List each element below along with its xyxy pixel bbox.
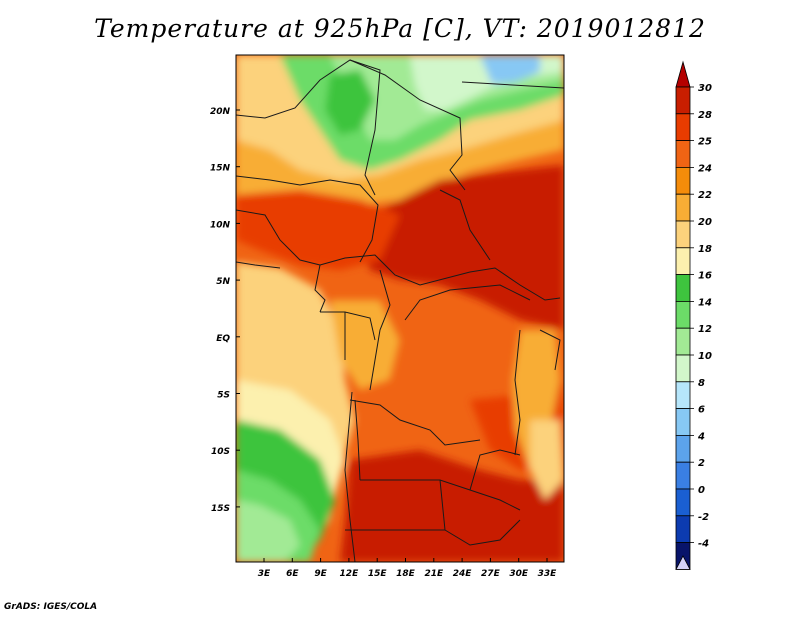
colorbar-swatch [675,113,691,142]
colorbar-label: 10 [698,351,712,362]
lon-label: 15E [368,569,388,579]
temperature-field [236,55,564,562]
longitude-axis: 3E 6E 9E 12E 15E 18E 21E 24E 27E 30E 33E [258,558,557,579]
colorbar-label: 14 [698,297,712,308]
lon-label: 21E [424,569,444,579]
map-title: Temperature at 925hPa [C], VT: 201901281… [94,14,706,43]
lon-label: 27E [481,569,501,579]
colorbar-swatch [675,488,691,517]
colorbar-swatch [675,193,691,222]
colorbar-label: 2 [698,458,705,469]
colorbar-swatch [675,515,691,543]
colorbar-label: 18 [698,244,712,255]
country-boundaries [236,59,564,562]
lon-label: 30E [509,569,529,579]
colorbar-under-arrow [675,555,691,570]
colorbar-swatch [675,408,691,436]
colorbar-label: 30 [698,83,712,94]
map-frame [235,54,565,563]
colorbar-swatch [675,434,691,463]
colorbar-label: -2 [698,512,709,523]
lon-label: 18E [396,569,416,579]
lat-label: 10N [210,220,231,230]
colorbar-label: 20 [698,217,712,228]
lon-label: 6E [286,569,299,579]
colorbar-swatch [675,354,691,383]
colorbar-swatch [675,327,691,356]
colorbar-label: 12 [698,324,712,335]
lat-label: 10S [211,447,230,457]
lon-label: 12E [340,569,360,579]
lat-label: 15N [210,164,231,174]
lon-label: 9E [314,569,327,579]
colorbar-swatch [675,86,691,115]
colorbar-swatch [675,140,691,168]
colorbar-label: 22 [698,190,712,201]
colorbar-label: 4 [697,431,705,442]
colorbar-swatch [675,220,691,249]
lon-label: 33E [538,569,558,579]
colorbar-swatch [675,300,691,329]
colorbar-label: 28 [698,110,712,121]
colorbar-label: 25 [698,137,712,148]
colorbar-label: 6 [698,405,705,416]
lat-label: 5N [216,277,230,287]
colorbar-swatch [675,381,691,409]
lat-label: EQ [216,334,230,344]
colorbar-swatch [675,247,691,276]
colorbar-swatch [675,166,691,195]
grads-credit: GrADS: IGES/COLA [4,602,98,612]
lon-label: 3E [258,569,271,579]
latitude-axis: 20N 15N 10N 5N EQ 5S 10S 15S [210,107,240,514]
colorbar-swatch [675,274,691,302]
colorbar-swatch [675,461,691,490]
lat-label: 20N [210,107,231,117]
lon-label: 24E [453,569,473,579]
colorbar-label: 8 [698,378,705,389]
colorbar-label: 0 [698,485,705,496]
lat-label: 15S [211,504,230,514]
colorbar-label: -4 [698,539,709,550]
lat-label: 5S [217,391,230,401]
colorbar-label: 24 [698,163,712,174]
colorbar-over-arrow [675,60,691,88]
colorbar-label: 16 [698,271,712,282]
